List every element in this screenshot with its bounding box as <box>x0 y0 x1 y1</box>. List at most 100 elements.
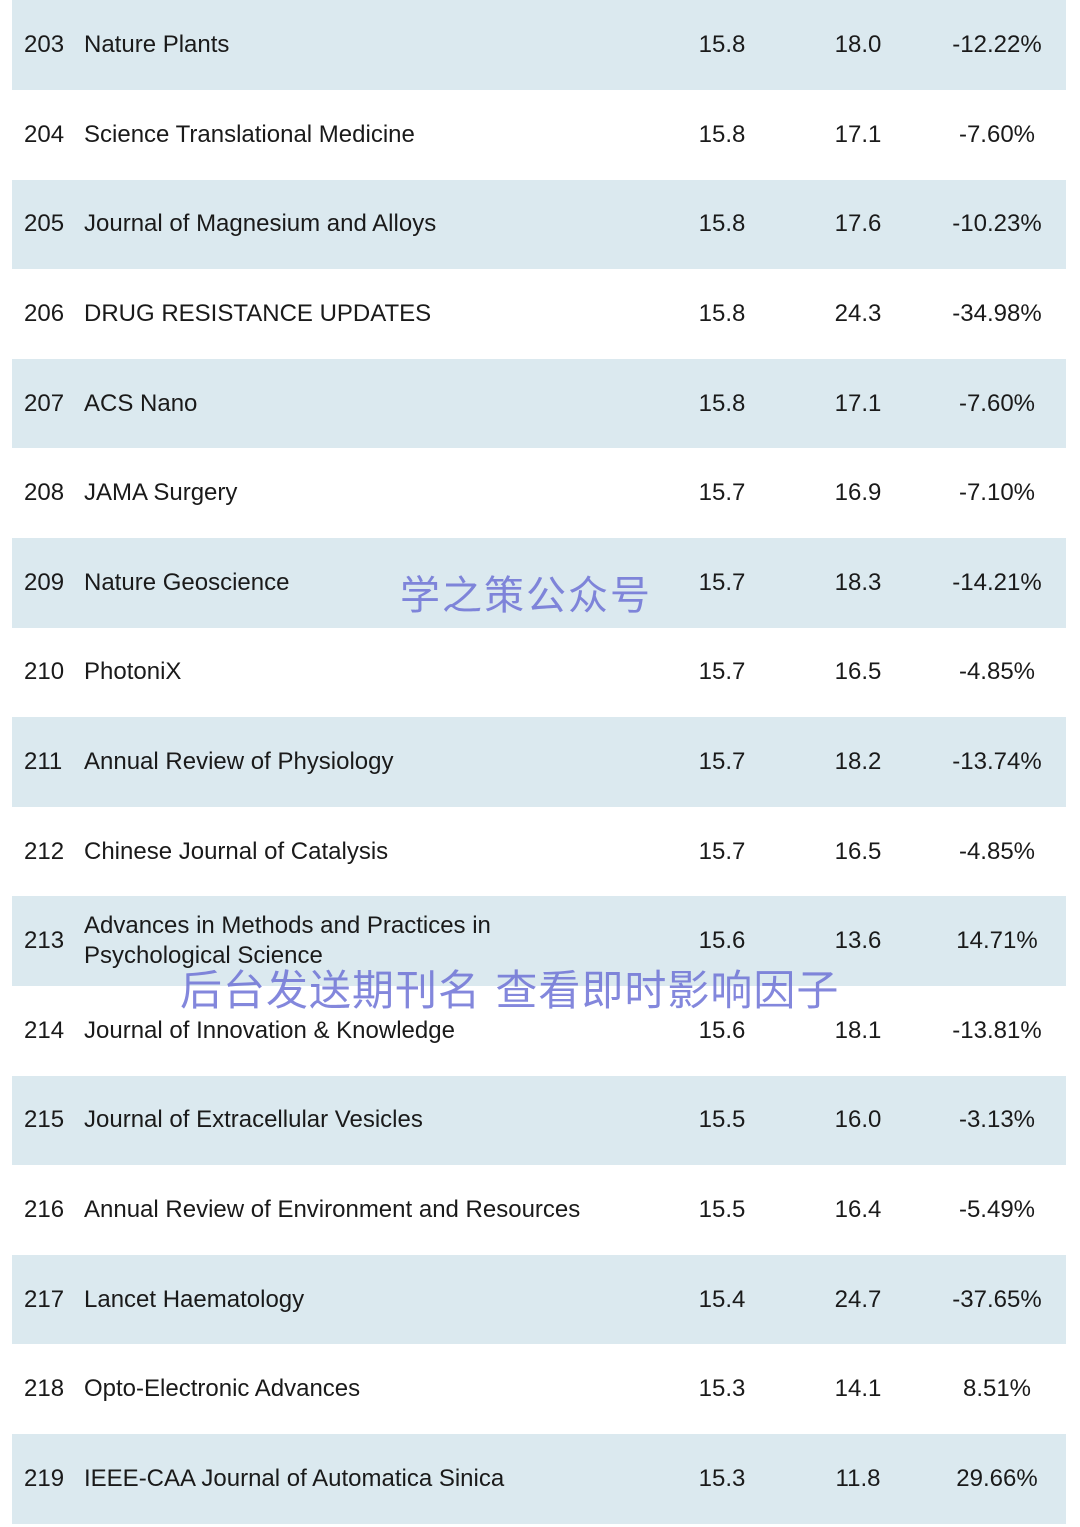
previous-impact-factor-cell: 13.6 <box>834 927 882 955</box>
change-percent-cell: -3.13% <box>958 1106 1036 1134</box>
change-percent-cell: -13.81% <box>952 1016 1042 1044</box>
journal-name-cell: Opto-Electronic Advances <box>84 1375 361 1403</box>
change-percent-cell: -34.98% <box>952 299 1042 327</box>
previous-impact-factor-cell: 18.1 <box>834 1016 882 1044</box>
rank-cell: 210 <box>24 658 65 686</box>
impact-factor-cell: 15.6 <box>698 927 746 955</box>
impact-factor-cell: 15.7 <box>698 837 746 865</box>
previous-impact-factor-cell: 24.3 <box>834 299 882 327</box>
table-row: 216 Annual Review of Environment and Res… <box>12 1165 1066 1255</box>
table-row: 206 DRUG RESISTANCE UPDATES 15.8 24.3 -3… <box>12 269 1066 359</box>
change-percent-cell: 8.51% <box>962 1375 1032 1403</box>
table-row: 212 Chinese Journal of Catalysis 15.7 16… <box>12 806 1066 897</box>
previous-impact-factor-cell: 11.8 <box>835 1464 881 1492</box>
rank-cell: 217 <box>24 1285 65 1313</box>
journal-name-cell: IEEE-CAA Journal of Automatica Sinica <box>84 1464 505 1492</box>
table-row: 205 Journal of Magnesium and Alloys 15.8… <box>12 179 1066 270</box>
impact-factor-cell: 15.8 <box>698 210 746 238</box>
impact-factor-cell: 15.7 <box>698 658 746 686</box>
journal-name-cell: DRUG RESISTANCE UPDATES <box>84 299 432 327</box>
rank-cell: 205 <box>24 210 65 238</box>
impact-factor-cell: 15.8 <box>698 299 746 327</box>
table-row: 211 Annual Review of Physiology 15.7 18.… <box>12 717 1066 807</box>
change-percent-cell: -12.22% <box>952 31 1042 58</box>
rank-cell: 218 <box>24 1375 65 1403</box>
table-row: 218 Opto-Electronic Advances 15.3 14.1 8… <box>12 1344 1066 1434</box>
table-row: 209 Nature Geoscience 15.7 18.3 -14.21% <box>12 537 1066 628</box>
impact-factor-cell: 15.3 <box>698 1375 746 1403</box>
previous-impact-factor-cell: 17.6 <box>834 210 882 238</box>
change-percent-cell: -14.21% <box>952 568 1042 596</box>
impact-factor-cell: 15.8 <box>698 120 746 148</box>
previous-impact-factor-cell: 16.0 <box>834 1106 882 1134</box>
impact-factor-cell: 15.8 <box>698 389 746 417</box>
rank-cell: 207 <box>24 389 65 417</box>
impact-factor-cell: 15.7 <box>698 568 746 596</box>
table-row: 203 Nature Plants 15.8 18.0 -12.22% <box>12 0 1066 90</box>
table-row: 213 Advances in Methods and Practices in… <box>12 896 1066 986</box>
previous-impact-factor-cell: 18.3 <box>834 568 882 596</box>
previous-impact-factor-cell: 16.5 <box>834 658 882 686</box>
table-row: 214 Journal of Innovation & Knowledge 15… <box>12 985 1066 1076</box>
table-row: 215 Journal of Extracellular Vesicles 15… <box>12 1075 1066 1166</box>
journal-name-cell: Annual Review of Physiology <box>84 747 394 775</box>
journal-name-cell: ACS Nano <box>84 389 198 417</box>
journal-name-cell: Advances in Methods and Practices in Psy… <box>84 912 491 970</box>
impact-factor-cell: 15.4 <box>698 1285 746 1313</box>
journal-name-cell: Science Translational Medicine <box>84 120 415 148</box>
rank-cell: 213 <box>24 927 65 955</box>
change-percent-cell: -10.23% <box>952 210 1042 238</box>
rank-cell: 219 <box>24 1464 65 1492</box>
previous-impact-factor-cell: 24.7 <box>834 1285 882 1313</box>
journal-name-cell: JAMA Surgery <box>84 479 238 507</box>
rank-cell: 206 <box>24 299 65 327</box>
rank-cell: 215 <box>24 1106 65 1134</box>
previous-impact-factor-cell: 16.4 <box>834 1195 882 1223</box>
change-percent-cell: -37.65% <box>952 1285 1042 1313</box>
journal-name-cell: PhotoniX <box>84 658 182 686</box>
change-percent-cell: -5.49% <box>958 1195 1036 1223</box>
journal-name-cell: Nature Geoscience <box>84 568 290 596</box>
rank-cell: 212 <box>24 837 65 865</box>
change-percent-cell: -4.85% <box>958 658 1036 686</box>
previous-impact-factor-cell: 17.1 <box>834 389 882 417</box>
rank-cell: 211 <box>24 747 63 775</box>
journal-name-cell: Annual Review of Environment and Resourc… <box>84 1195 581 1223</box>
impact-factor-cell: 15.3 <box>698 1464 746 1492</box>
change-percent-cell: -7.60% <box>958 120 1036 148</box>
impact-factor-cell: 15.5 <box>698 1195 746 1223</box>
previous-impact-factor-cell: 16.9 <box>834 479 882 507</box>
journal-name-cell: Lancet Haematology <box>84 1285 305 1313</box>
previous-impact-factor-cell: 18.0 <box>834 31 882 58</box>
impact-factor-cell: 15.8 <box>698 31 746 58</box>
journal-name-cell: Journal of Innovation & Knowledge <box>84 1016 455 1044</box>
previous-impact-factor-cell: 14.1 <box>834 1375 882 1403</box>
previous-impact-factor-cell: 16.5 <box>834 837 882 865</box>
rank-cell: 216 <box>24 1195 65 1223</box>
journal-name-cell: Journal of Magnesium and Alloys <box>84 210 437 238</box>
previous-impact-factor-cell: 17.1 <box>834 120 882 148</box>
previous-impact-factor-cell: 18.2 <box>834 747 882 775</box>
impact-factor-cell: 15.7 <box>698 479 746 507</box>
table-row: 210 PhotoniX 15.7 16.5 -4.85% <box>12 627 1066 718</box>
rank-cell: 214 <box>24 1016 65 1044</box>
journal-name-cell: Nature Plants <box>84 31 230 58</box>
journal-name-cell: Chinese Journal of Catalysis <box>84 837 389 865</box>
impact-factor-cell: 15.7 <box>698 747 746 775</box>
change-percent-cell: -4.85% <box>958 837 1036 865</box>
rank-cell: 203 <box>24 31 65 58</box>
table-row: 204 Science Translational Medicine 15.8 … <box>12 90 1066 180</box>
impact-factor-cell: 15.6 <box>698 1016 746 1044</box>
change-percent-cell: -7.10% <box>958 479 1036 507</box>
change-percent-cell: -13.74% <box>952 747 1042 775</box>
change-percent-cell: 29.66% <box>956 1464 1038 1492</box>
table-row: 217 Lancet Haematology 15.4 24.7 -37.65% <box>12 1254 1066 1345</box>
table-row: 219 IEEE-CAA Journal of Automatica Sinic… <box>12 1433 1066 1524</box>
impact-factor-table: 203 Nature Plants 15.8 18.0 -12.22% 204 … <box>12 0 1066 1524</box>
rank-cell: 204 <box>24 120 65 148</box>
change-percent-cell: 14.71% <box>956 927 1038 955</box>
table-row: 207 ACS Nano 15.8 17.1 -7.60% <box>12 358 1066 449</box>
change-percent-cell: -7.60% <box>958 389 1036 417</box>
rank-cell: 208 <box>24 479 65 507</box>
journal-name-cell: Journal of Extracellular Vesicles <box>84 1106 423 1134</box>
